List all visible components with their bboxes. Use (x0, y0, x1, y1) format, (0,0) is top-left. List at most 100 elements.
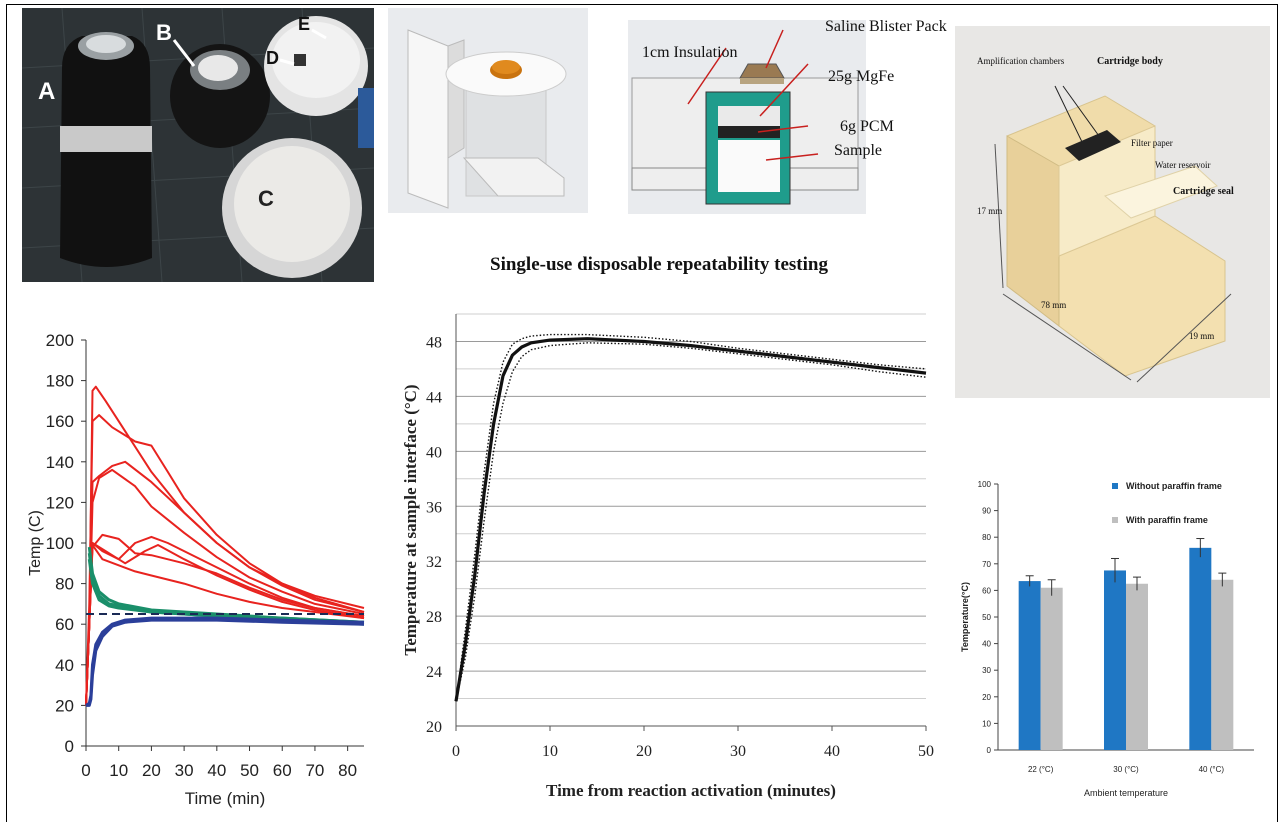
label-cartridge-body: Cartridge body (1097, 56, 1163, 67)
y-axis-label: Temperature(°C) (960, 582, 970, 652)
device-diagram-drawing (388, 8, 866, 214)
device-photo-drawing (22, 8, 374, 282)
y-tick-label: 28 (426, 609, 442, 626)
y-tick-label: 48 (426, 334, 442, 351)
y-tick-label: 90 (982, 507, 991, 516)
x-tick-label: 0 (81, 761, 90, 780)
y-tick-label: 44 (426, 389, 442, 406)
y-tick-label: 30 (982, 666, 991, 675)
y-tick-label: 60 (55, 615, 74, 634)
repeatability-title: Single-use disposable repeatability test… (490, 254, 828, 275)
figure-frame (6, 4, 1278, 822)
x-axis-label: Time from reaction activation (minutes) (546, 781, 836, 800)
series-line-red (85, 542, 365, 706)
series-group (85, 385, 365, 707)
label-cartridge-seal: Cartridge seal (1173, 186, 1234, 197)
y-tick-label: 200 (46, 331, 74, 350)
y-tick-label: 100 (46, 534, 74, 553)
series-line-red (85, 460, 365, 706)
series-line-dotted (455, 342, 927, 702)
x-tick-label: 40 (°C) (1199, 765, 1225, 774)
y-tick-label: 0 (987, 746, 992, 755)
x-tick-label: 20 (142, 761, 161, 780)
y-tick-label: 50 (982, 613, 991, 622)
x-tick-label: 50 (240, 761, 259, 780)
y-tick-label: 20 (982, 693, 991, 702)
label-saline-blister-pack: Saline Blister Pack (825, 18, 947, 35)
legend-swatch (1112, 483, 1118, 489)
label-water-reservoir: Water reservoir (1155, 160, 1211, 170)
label-pcm: 6g PCM (840, 118, 894, 135)
bar (1211, 579, 1234, 750)
x-tick-label: 60 (273, 761, 292, 780)
x-tick-label: 40 (207, 761, 226, 780)
series-line-blue (85, 616, 365, 707)
y-tick-label: 180 (46, 372, 74, 391)
x-axis-label: Ambient temperature (1084, 788, 1168, 798)
series-line-solid (454, 337, 927, 702)
photo-label-c: C (258, 186, 274, 211)
photo-label-a: A (38, 78, 56, 105)
temp-profile-chart: 0 20 40 60 80 100 120 140 160 180 200 0 10 20 30 40 50 60… (27, 331, 365, 808)
series-line-red (85, 544, 365, 706)
label-dim-width: 19 mm (1189, 331, 1215, 341)
bar (1018, 581, 1041, 750)
x-tick-label: 20 (636, 743, 652, 760)
x-tick-label: 10 (542, 743, 558, 760)
x-axis-label: Time (min) (185, 789, 266, 808)
y-tick-label: 140 (46, 453, 74, 472)
y-tick-label: 40 (55, 656, 74, 675)
device-diagram: Saline Blister Pack 1cm Insulation 25g M… (388, 8, 947, 220)
x-tick-label: 80 (338, 761, 357, 780)
label-sample: Sample (834, 142, 882, 159)
bar (1104, 570, 1126, 750)
photo-label-d: D (266, 48, 279, 68)
label-amplification-chambers: Amplification chambers (977, 56, 1065, 66)
x-tick-label: 0 (452, 743, 460, 760)
y-tick-label: 24 (426, 664, 442, 681)
y-tick-label: 120 (46, 493, 74, 512)
y-tick-label: 80 (982, 533, 991, 542)
cartridge-drawing (955, 26, 1270, 398)
y-tick-label: 10 (982, 719, 991, 728)
x-tick-label: 30 (°C) (1113, 765, 1139, 774)
y-tick-label: 80 (55, 575, 74, 594)
x-tick-label: 30 (175, 761, 194, 780)
label-mgfe: 25g MgFe (828, 68, 895, 85)
y-tick-label: 20 (426, 719, 442, 736)
bar (1189, 547, 1212, 750)
y-tick-label: 70 (982, 560, 991, 569)
y-tick-label: 0 (65, 737, 74, 756)
series-line-red (85, 414, 365, 706)
y-tick-label: 32 (426, 554, 442, 571)
device-photo: A B C D E (22, 8, 374, 282)
series-line-dotted (455, 333, 927, 702)
legend-label: With paraffin frame (1126, 515, 1208, 525)
x-tick-label: 10 (109, 761, 128, 780)
bar (1040, 587, 1063, 750)
y-tick-label: 100 (978, 480, 992, 489)
y-axis-label: Temp (C) (27, 510, 44, 576)
y-tick-label: 40 (426, 444, 442, 461)
x-tick-label: 40 (824, 743, 840, 760)
x-tick-label: 22 (°C) (1028, 765, 1054, 774)
y-tick-label: 60 (982, 586, 991, 595)
x-tick-label: 50 (918, 743, 934, 760)
y-tick-label: 36 (426, 499, 442, 516)
x-tick-label: 30 (730, 743, 746, 760)
photo-label-e: E (298, 14, 311, 34)
label-dim-length: 78 mm (1041, 300, 1067, 310)
legend-swatch (1112, 517, 1118, 523)
label-filter-paper: Filter paper (1131, 138, 1173, 148)
y-axis-label: Temperature at sample interface (°C) (401, 384, 420, 655)
bar (1126, 583, 1148, 750)
x-tick-label: 70 (305, 761, 324, 780)
legend-label: Without paraffin frame (1126, 481, 1222, 491)
y-tick-label: 160 (46, 412, 74, 431)
repeatability-chart: 20 24 28 32 36 40 44 48 0 10 20 30 40 50 Time from rea… (401, 313, 934, 800)
photo-label-b: B (156, 20, 172, 45)
ambient-bar-chart: 0 10 20 30 40 50 60 70 80 90 100 Temperature(°C) 22 … (960, 480, 1254, 798)
series-line-blue (86, 618, 365, 707)
cartridge-photo: Amplification chambers Cartridge body Fi… (955, 26, 1270, 398)
series-line-red (85, 468, 365, 706)
